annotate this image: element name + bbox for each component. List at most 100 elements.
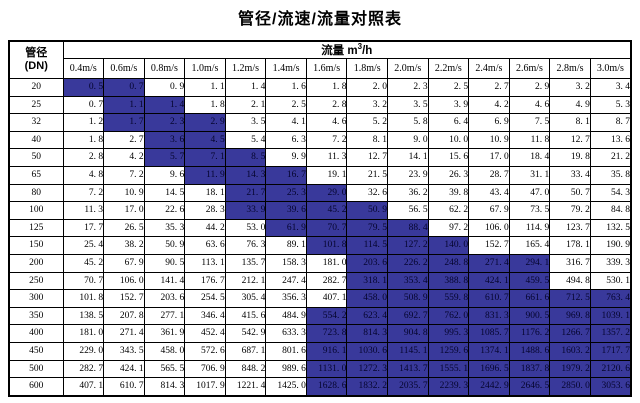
flow-value-cell: 848. 2 xyxy=(224,359,267,379)
flow-value-cell: 508. 9 xyxy=(387,289,429,308)
flow-value-cell: 138. 5 xyxy=(62,306,105,326)
flow-value-cell: 3053. 6 xyxy=(589,377,632,397)
flow-value-cell: 127. 2 xyxy=(387,236,429,255)
flow-value-cell: 254. 5 xyxy=(184,289,226,308)
flow-value-cell: 346. 4 xyxy=(184,306,226,326)
flow-value-cell: 84. 8 xyxy=(589,201,632,220)
flow-value-cell: 2. 9 xyxy=(508,78,551,97)
dn-cell: 300 xyxy=(8,289,64,308)
velocity-header: 2.2m/s xyxy=(427,58,470,79)
flow-value-cell: 248. 8 xyxy=(427,253,470,273)
flow-value-cell: 176. 7 xyxy=(184,271,226,291)
flow-value-cell: 2850. 0 xyxy=(549,377,591,397)
flow-value-cell: 25. 4 xyxy=(62,236,105,255)
flow-value-cell: 1. 2 xyxy=(62,113,105,132)
flow-value-cell: 16. 7 xyxy=(265,165,307,185)
flow-value-cell: 28. 7 xyxy=(468,165,510,185)
flow-value-cell: 2. 9 xyxy=(184,113,226,132)
flow-value-cell: 203. 6 xyxy=(346,253,388,273)
dn-cell: 350 xyxy=(8,306,64,326)
flow-value-cell: 282. 7 xyxy=(305,271,348,291)
page-title: 管径/流速/流量对照表 xyxy=(238,11,402,28)
dn-cell: 50 xyxy=(8,148,64,167)
flow-value-cell: 623. 4 xyxy=(346,306,388,326)
flow-value-cell: 452. 4 xyxy=(184,324,226,343)
flow-value-cell: 203. 6 xyxy=(143,289,186,308)
flow-value-cell: 294. 1 xyxy=(508,253,551,273)
flow-value-cell: 25. 3 xyxy=(265,183,307,203)
flow-value-cell: 339. 3 xyxy=(589,253,632,273)
table-row: 200 45. 2 67. 9 90. 5 113. 1 135. 7 158. 3 181.… xyxy=(8,253,632,273)
dn-cell: 80 xyxy=(8,183,64,203)
flow-value-cell: 89. 1 xyxy=(265,236,307,255)
flow-value-cell: 1221. 4 xyxy=(224,377,267,397)
flow-value-cell: 54. 3 xyxy=(589,183,632,203)
flow-value-cell: 424. 1 xyxy=(103,359,145,379)
flow-value-cell: 1. 1 xyxy=(103,95,145,115)
flow-value-cell: 53. 0 xyxy=(224,218,267,238)
flow-value-cell: 458. 0 xyxy=(346,289,388,308)
flow-value-cell: 1413. 7 xyxy=(387,359,429,379)
flow-value-cell: 10. 9 xyxy=(103,183,145,203)
flow-value-cell: 271. 4 xyxy=(468,253,510,273)
flow-value-cell: 4. 6 xyxy=(305,113,348,132)
flow-value-cell: 415. 6 xyxy=(224,306,267,326)
table-row: 40 1. 8 2. 7 3. 6 4. 5 5. 4 6. 3 7. 2 8. 1 9. 0 10… xyxy=(8,130,632,150)
table-row: 600 407. 1 610. 7 814. 3 1017. 9 1221. 4 1425.… xyxy=(8,377,632,397)
flow-value-cell: 1. 1 xyxy=(184,78,226,97)
pipe-flow-table: 管径 (DN) 流量 m3/h 0.4m/s 0.6m/s 0.8m/s 1.0m/s… xyxy=(8,40,632,397)
flow-value-cell: 15. 6 xyxy=(427,148,470,167)
flow-value-cell: 190. 9 xyxy=(589,236,632,255)
flow-value-cell: 1266. 7 xyxy=(549,324,591,343)
dn-cell: 500 xyxy=(8,359,64,379)
flow-value-cell: 5. 2 xyxy=(346,113,388,132)
flow-value-cell: 6. 4 xyxy=(427,113,470,132)
flow-value-cell: 318. 1 xyxy=(346,271,388,291)
flow-value-cell: 113. 1 xyxy=(184,253,226,273)
flow-value-cell: 1017. 9 xyxy=(184,377,226,397)
flow-value-cell: 1145. 1 xyxy=(387,341,429,361)
flow-value-cell: 47. 0 xyxy=(508,183,551,203)
flow-value-cell: 165. 4 xyxy=(508,236,551,255)
flow-value-cell: 2. 1 xyxy=(224,95,267,115)
flow-value-cell: 26. 5 xyxy=(103,218,145,238)
flow-value-cell: 11. 9 xyxy=(184,165,226,185)
velocity-header: 2.6m/s xyxy=(508,58,551,79)
flow-value-cell: 814. 3 xyxy=(143,377,186,397)
flow-value-cell: 70. 7 xyxy=(62,271,105,291)
flow-value-cell: 19. 8 xyxy=(549,148,591,167)
flow-unit-suffix: /h xyxy=(362,45,373,57)
flow-value-cell: 38. 2 xyxy=(103,236,145,255)
flow-value-cell: 1131. 0 xyxy=(305,359,348,379)
flow-value-cell: 7. 5 xyxy=(508,113,551,132)
flow-unit-header: 流量 m3/h xyxy=(62,40,632,59)
flow-value-cell: 5. 4 xyxy=(224,130,267,150)
flow-value-cell: 36. 2 xyxy=(387,183,429,203)
flow-value-cell: 39. 8 xyxy=(427,183,470,203)
flow-value-cell: 3. 5 xyxy=(224,113,267,132)
flow-value-cell: 11. 8 xyxy=(508,130,551,150)
flow-value-cell: 282. 7 xyxy=(62,359,105,379)
flow-value-cell: 123. 7 xyxy=(549,218,591,238)
corner-header-line2: (DN) xyxy=(24,60,48,72)
velocity-header: 1.8m/s xyxy=(346,58,388,79)
corner-header-dn: 管径 (DN) xyxy=(8,40,64,79)
flow-value-cell: 1085. 7 xyxy=(468,324,510,343)
flow-value-cell: 10. 9 xyxy=(468,130,510,150)
table-row: 100 11. 3 17. 0 22. 6 28. 3 33. 9 39. 6 45. 2 50… xyxy=(8,201,632,220)
flow-value-cell: 801. 6 xyxy=(265,341,307,361)
flow-value-cell: 316. 7 xyxy=(549,253,591,273)
velocity-header: 2.8m/s xyxy=(549,58,591,79)
flow-value-cell: 181. 0 xyxy=(305,253,348,273)
flow-value-cell: 4. 8 xyxy=(62,165,105,185)
flow-value-cell: 18. 4 xyxy=(508,148,551,167)
flow-value-cell: 706. 9 xyxy=(184,359,226,379)
flow-value-cell: 1. 8 xyxy=(184,95,226,115)
flow-value-cell: 353. 4 xyxy=(387,271,429,291)
flow-value-cell: 633. 3 xyxy=(265,324,307,343)
dn-cell: 65 xyxy=(8,165,64,185)
flow-value-cell: 152. 7 xyxy=(468,236,510,255)
velocity-header: 1.4m/s xyxy=(265,58,307,79)
